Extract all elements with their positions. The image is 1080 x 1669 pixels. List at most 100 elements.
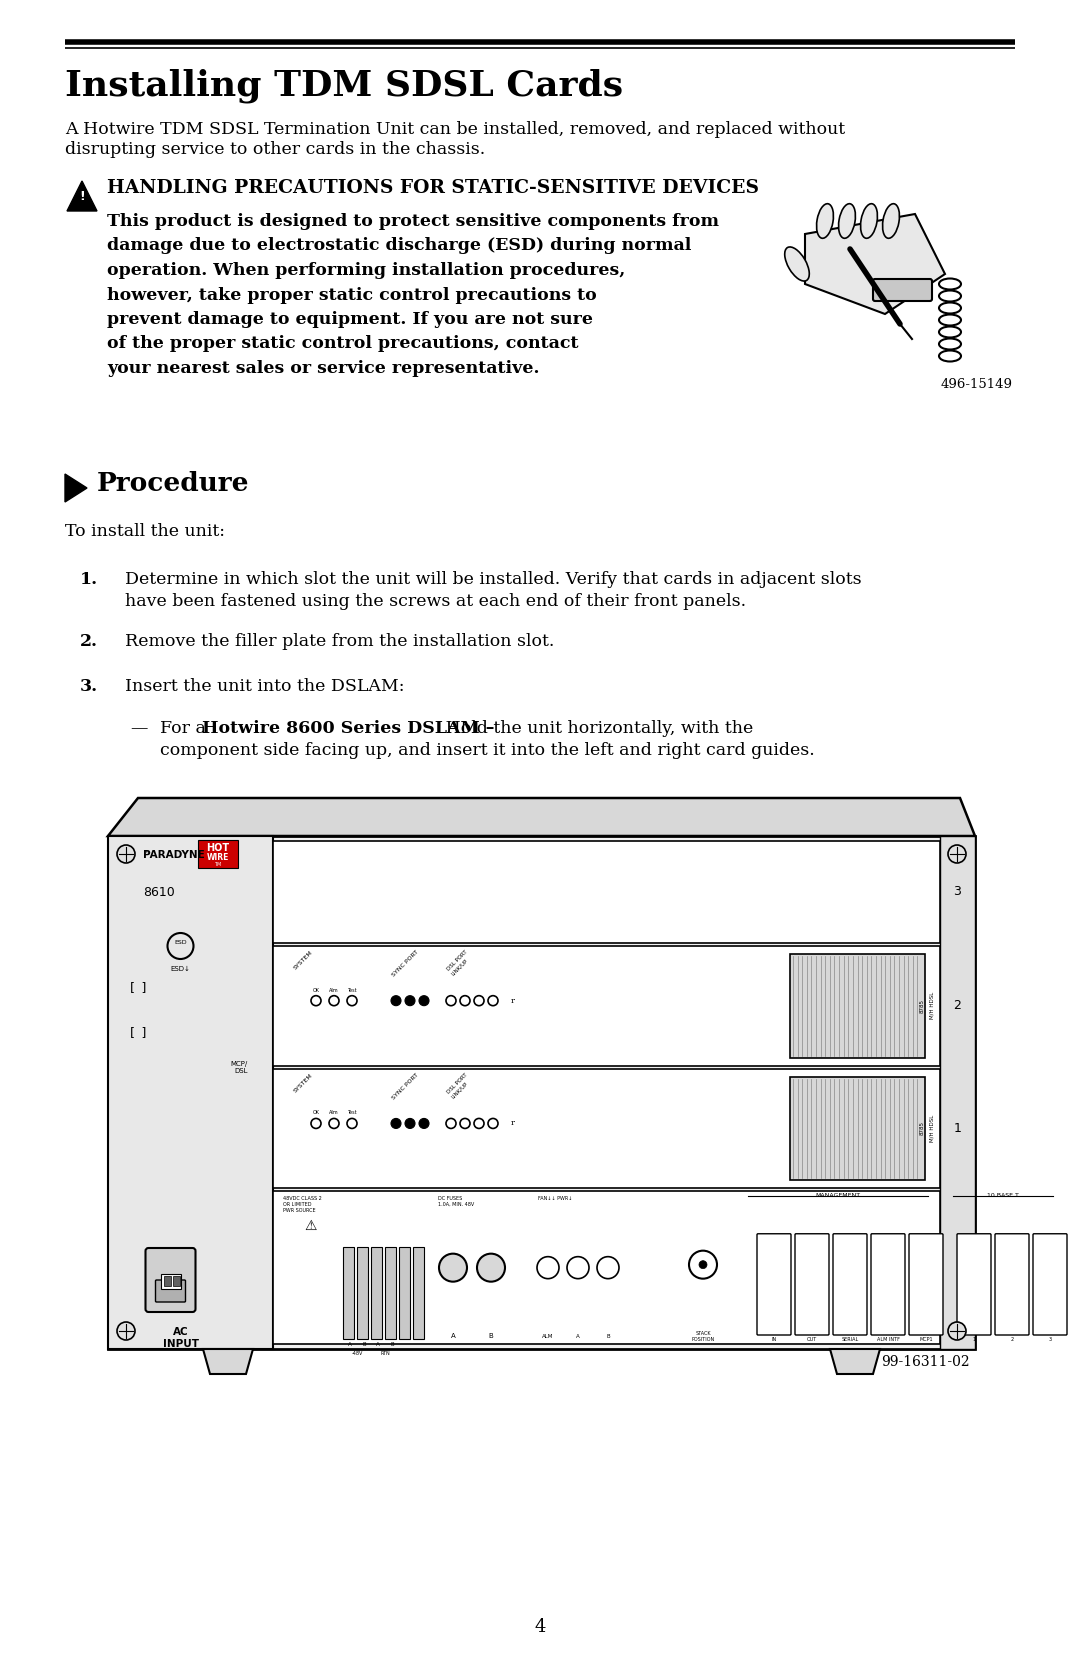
Text: ™: ™ — [143, 850, 150, 856]
Text: 4: 4 — [535, 1617, 545, 1636]
Text: OK: OK — [312, 988, 320, 993]
Circle shape — [419, 996, 429, 1006]
Text: 1: 1 — [972, 1337, 975, 1342]
Text: however, take proper static control precautions to: however, take proper static control prec… — [107, 287, 597, 304]
Ellipse shape — [882, 204, 900, 239]
Text: 3: 3 — [954, 885, 961, 898]
FancyBboxPatch shape — [870, 1233, 905, 1335]
Text: prevent damage to equipment. If you are not sure: prevent damage to equipment. If you are … — [107, 310, 593, 329]
FancyBboxPatch shape — [873, 279, 932, 300]
Text: HOT: HOT — [206, 843, 230, 853]
Text: r: r — [511, 996, 515, 1005]
Text: ALM: ALM — [542, 1334, 554, 1339]
Text: This product is designed to protect sensitive components from: This product is designed to protect sens… — [107, 214, 719, 230]
Text: disrupting service to other cards in the chassis.: disrupting service to other cards in the… — [65, 140, 485, 159]
Text: Test: Test — [347, 988, 356, 993]
Text: Procedure: Procedure — [97, 471, 249, 496]
Ellipse shape — [838, 204, 855, 239]
Text: 8610: 8610 — [143, 886, 175, 900]
Text: Insert the unit into the DSLAM:: Insert the unit into the DSLAM: — [125, 678, 405, 694]
Circle shape — [438, 1253, 467, 1282]
FancyBboxPatch shape — [273, 946, 940, 1065]
FancyBboxPatch shape — [156, 1280, 186, 1302]
Text: Alm: Alm — [329, 1110, 339, 1115]
Circle shape — [405, 1118, 415, 1128]
Text: ⚠: ⚠ — [305, 1220, 318, 1233]
FancyBboxPatch shape — [173, 1277, 179, 1287]
FancyBboxPatch shape — [273, 1192, 940, 1344]
Text: 48VDC CLASS 2
OR LIMITED
PWR SOURCE: 48VDC CLASS 2 OR LIMITED PWR SOURCE — [283, 1197, 322, 1213]
Text: B: B — [488, 1334, 494, 1339]
Text: 8785: 8785 — [919, 1122, 924, 1135]
Text: Remove the filler plate from the installation slot.: Remove the filler plate from the install… — [125, 633, 554, 649]
Circle shape — [391, 1118, 401, 1128]
Text: 1.: 1. — [80, 571, 98, 587]
Text: DSL PORT
LINK/UP: DSL PORT LINK/UP — [446, 950, 472, 976]
Text: INPUT: INPUT — [162, 1339, 199, 1349]
Circle shape — [419, 1118, 429, 1128]
Text: IN: IN — [771, 1337, 777, 1342]
FancyBboxPatch shape — [413, 1247, 424, 1339]
Text: MCP/
DSL: MCP/ DSL — [231, 1060, 248, 1073]
Text: 2: 2 — [954, 1000, 961, 1011]
Text: Hotwire 8600 Series DSLAM –: Hotwire 8600 Series DSLAM – — [202, 719, 495, 738]
Text: MCP1: MCP1 — [919, 1337, 933, 1342]
Text: 3.: 3. — [80, 678, 98, 694]
Text: 2.: 2. — [80, 633, 98, 649]
Text: STACK
POSITION: STACK POSITION — [691, 1332, 715, 1342]
Text: [  ]: [ ] — [130, 1026, 147, 1040]
Text: SYNC PORT: SYNC PORT — [391, 950, 419, 978]
Text: TM: TM — [214, 863, 221, 868]
FancyBboxPatch shape — [357, 1247, 368, 1339]
Text: 2: 2 — [1011, 1337, 1013, 1342]
Text: B: B — [606, 1334, 610, 1339]
Text: SYSTEM: SYSTEM — [293, 950, 314, 971]
Text: operation. When performing installation procedures,: operation. When performing installation … — [107, 262, 625, 279]
Text: Determine in which slot the unit will be installed. Verify that cards in adjacen: Determine in which slot the unit will be… — [125, 571, 862, 587]
Text: For a: For a — [160, 719, 212, 738]
FancyBboxPatch shape — [909, 1233, 943, 1335]
Polygon shape — [108, 798, 975, 836]
FancyBboxPatch shape — [108, 836, 975, 1349]
Text: MANAGEMENT: MANAGEMENT — [815, 1193, 861, 1198]
FancyBboxPatch shape — [273, 1068, 940, 1188]
Text: your nearest sales or service representative.: your nearest sales or service representa… — [107, 361, 540, 377]
Text: r: r — [511, 1120, 515, 1128]
Text: WIRE: WIRE — [206, 853, 229, 863]
Text: SYNC PORT: SYNC PORT — [391, 1073, 419, 1102]
Text: have been fastened using the screws at each end of their front panels.: have been fastened using the screws at e… — [125, 592, 746, 609]
Text: B: B — [362, 1342, 366, 1347]
Ellipse shape — [785, 247, 809, 280]
FancyBboxPatch shape — [161, 1273, 180, 1288]
Text: M/H HDSL: M/H HDSL — [930, 1115, 934, 1142]
Text: A: A — [450, 1334, 456, 1339]
Text: PARADYNE: PARADYNE — [143, 850, 205, 860]
Text: A: A — [576, 1334, 580, 1339]
Polygon shape — [65, 474, 87, 502]
FancyBboxPatch shape — [789, 953, 924, 1058]
Text: RTN: RTN — [380, 1350, 390, 1355]
Text: ESD: ESD — [174, 940, 187, 945]
FancyBboxPatch shape — [384, 1247, 396, 1339]
Text: damage due to electrostatic discharge (ESD) during normal: damage due to electrostatic discharge (E… — [107, 237, 691, 254]
Circle shape — [117, 845, 135, 863]
FancyBboxPatch shape — [108, 836, 273, 1349]
Text: HANDLING PRECAUTIONS FOR STATIC-SENSITIVE DEVICES: HANDLING PRECAUTIONS FOR STATIC-SENSITIV… — [107, 179, 759, 197]
Text: —: — — [130, 719, 147, 738]
Text: OUT: OUT — [807, 1337, 818, 1342]
Text: 99-16311-02: 99-16311-02 — [881, 1355, 970, 1369]
Text: SERIAL: SERIAL — [841, 1337, 859, 1342]
Text: Test: Test — [347, 1110, 356, 1115]
FancyBboxPatch shape — [995, 1233, 1029, 1335]
FancyBboxPatch shape — [789, 1077, 924, 1180]
Text: A: A — [376, 1342, 380, 1347]
Circle shape — [699, 1260, 707, 1268]
FancyBboxPatch shape — [833, 1233, 867, 1335]
Text: ESD↓: ESD↓ — [171, 966, 190, 971]
Text: Installing TDM SDSL Cards: Installing TDM SDSL Cards — [65, 68, 623, 103]
PathPatch shape — [805, 214, 945, 314]
FancyBboxPatch shape — [146, 1248, 195, 1312]
Text: !: ! — [79, 190, 85, 204]
Text: SYSTEM: SYSTEM — [293, 1073, 314, 1093]
Text: A Hotwire TDM SDSL Termination Unit can be installed, removed, and replaced with: A Hotwire TDM SDSL Termination Unit can … — [65, 120, 846, 139]
